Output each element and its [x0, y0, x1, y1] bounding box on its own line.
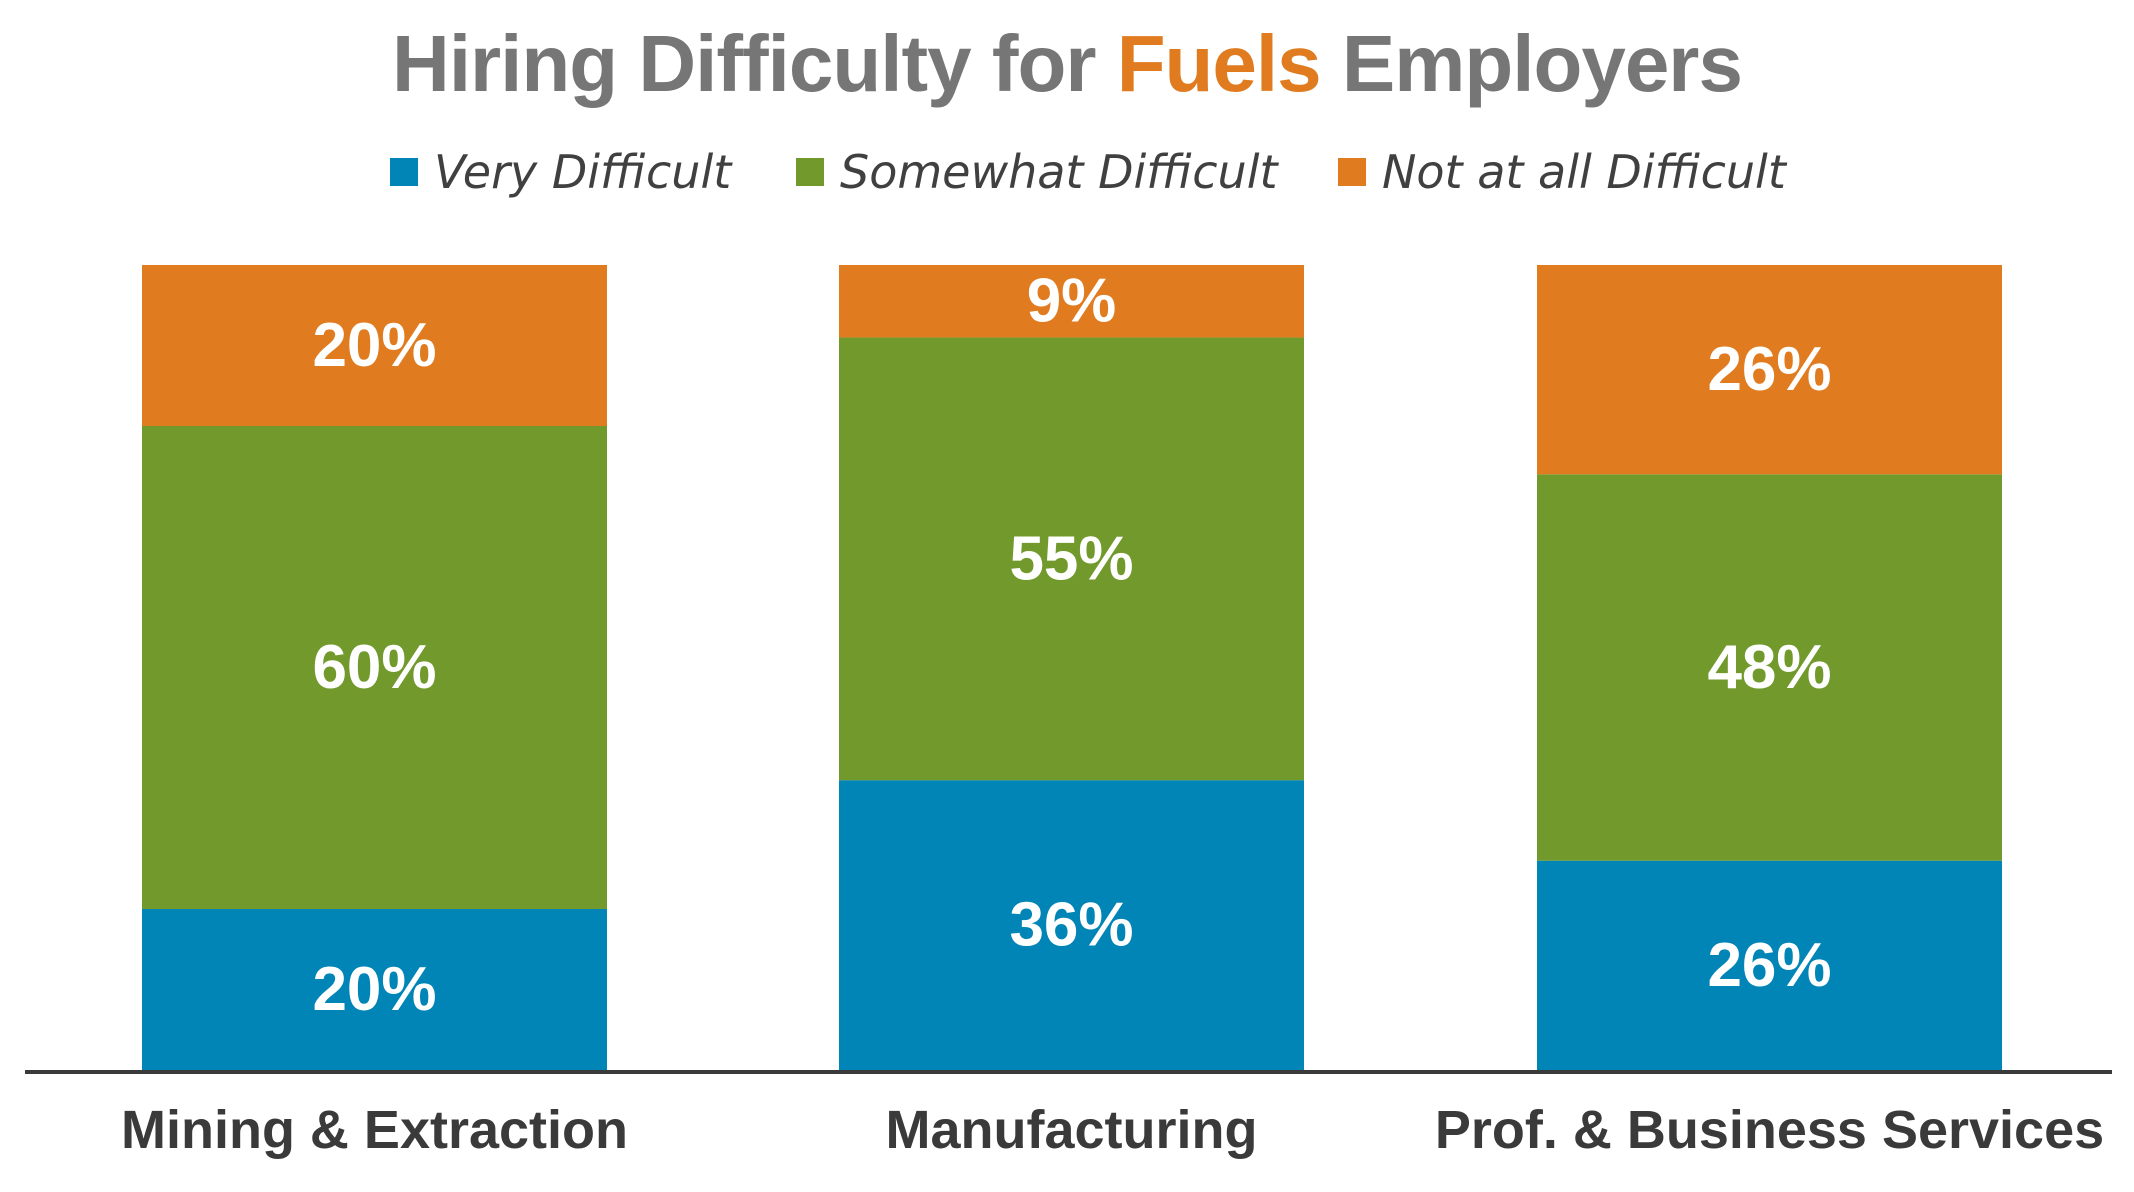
- bar-prof-and-business-services-somewhat-difficult: [1537, 474, 2002, 861]
- category-label-prof-and-business-services: Prof. & Business Services: [1435, 1100, 2104, 1160]
- bars: 20% 60% 20% 36% 55% 9% 26% 48% 26%: [142, 265, 2002, 1070]
- category-label-manufacturing: Manufacturing: [886, 1100, 1258, 1160]
- bar-mining-and-extraction-somewhat-difficult: [142, 426, 607, 909]
- data-label-mining-and-extraction-somewhat-difficult: 60%: [312, 633, 436, 702]
- category-label-mining-and-extraction: Mining & Extraction: [121, 1100, 628, 1160]
- bar-manufacturing-not-at-all-difficult: [839, 265, 1304, 338]
- data-label-manufacturing-very-difficult: 36%: [1009, 891, 1133, 960]
- data-label-mining-and-extraction-not-at-all-difficult: 20%: [312, 311, 436, 380]
- legend: Very Difficult Somewhat Difficult Not at a…: [390, 145, 1788, 199]
- data-label-prof-and-business-services-very-difficult: 26%: [1707, 931, 1831, 1000]
- bar-mining-and-extraction-very-difficult: [142, 909, 607, 1070]
- category-labels: Mining & Extraction Manufacturing Prof. & …: [121, 1100, 2104, 1160]
- chart-title-after: Employers: [1320, 19, 1743, 108]
- data-label-prof-and-business-services-not-at-all-difficult: 26%: [1707, 335, 1831, 404]
- bar-manufacturing-very-difficult: [839, 780, 1304, 1070]
- bar-mining-and-extraction-not-at-all-difficult: [142, 265, 607, 426]
- chart-title-before: Hiring Difficulty for: [392, 19, 1117, 108]
- legend-label-very-difficult: Very Difficult: [434, 145, 733, 199]
- legend-swatch-very-difficult: [390, 158, 418, 186]
- bar-prof-and-business-services-not-at-all-difficult: [1537, 265, 2002, 475]
- data-label-prof-and-business-services-somewhat-difficult: 48%: [1707, 633, 1831, 702]
- data-label-mining-and-extraction-very-difficult: 20%: [312, 955, 436, 1024]
- legend-swatch-not-at-all-difficult: [1338, 158, 1366, 186]
- bar-prof-and-business-services-very-difficult: [1537, 860, 2002, 1070]
- data-label-manufacturing-not-at-all-difficult: 9%: [1027, 267, 1117, 336]
- data-label-manufacturing-somewhat-difficult: 55%: [1009, 524, 1133, 593]
- chart-title-highlight: Fuels: [1116, 19, 1322, 108]
- bar-manufacturing-somewhat-difficult: [839, 337, 1304, 781]
- legend-label-somewhat-difficult: Somewhat Difficult: [840, 145, 1279, 199]
- legend-swatch-somewhat-difficult: [796, 158, 824, 186]
- legend-label-not-at-all-difficult: Not at all Difficult: [1382, 145, 1788, 199]
- chart-title: Hiring Difficulty for Fuels Employers: [0, 18, 2134, 110]
